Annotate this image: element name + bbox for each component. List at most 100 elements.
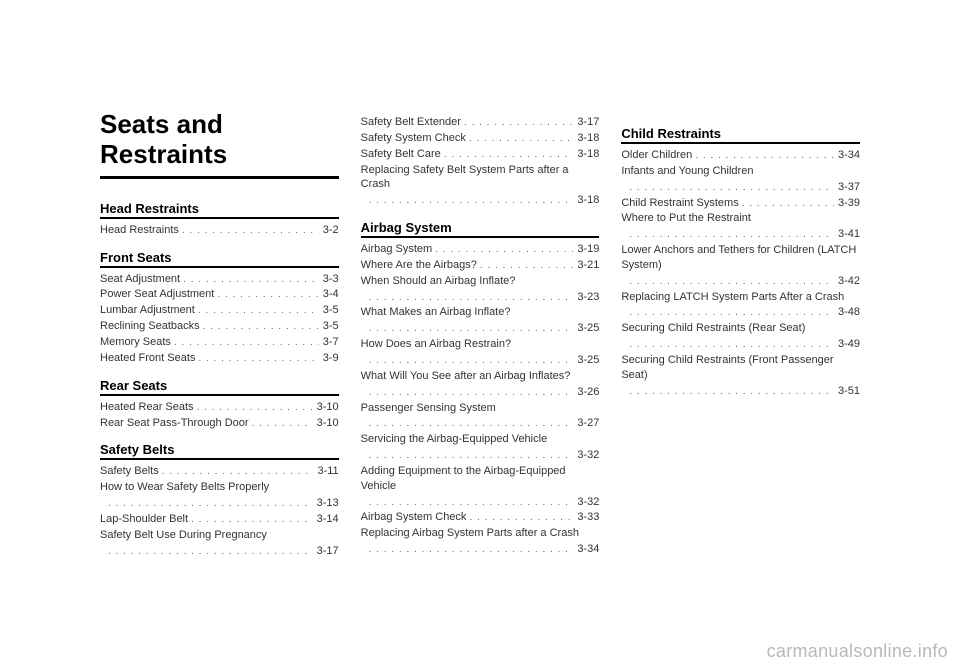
toc-entry-label: Lumbar Adjustment: [100, 303, 319, 318]
toc-entry: Older Children 3-34: [621, 148, 860, 163]
toc-leader-dots: [369, 385, 574, 400]
toc-leader-dots: [629, 227, 834, 242]
toc-entry-continuation: 3-25: [361, 321, 600, 336]
toc-entry-page: 3-48: [834, 305, 860, 320]
chapter-title: Seats and Restraints: [100, 110, 339, 179]
toc-entry-page: 3-18: [573, 147, 599, 162]
toc-entry: Reclining Seatbacks 3-5: [100, 319, 339, 334]
toc-leader-dots: [629, 305, 834, 320]
toc-entry-page: 3-18: [573, 131, 599, 146]
toc-entry-label: Power Seat Adjustment: [100, 287, 319, 302]
toc-entry: Airbag System Check 3-33: [361, 510, 600, 525]
toc-entry: Infants and Young Children: [621, 164, 860, 179]
toc-entry-label: Head Restraints: [100, 223, 319, 238]
toc-entry: Safety Belt Care 3-18: [361, 147, 600, 162]
toc-entry-label: Servicing the Airbag-Equipped Vehicle: [361, 432, 600, 447]
toc-entry-label: Older Children: [621, 148, 834, 163]
toc-entry: Safety Belts 3-11: [100, 464, 339, 479]
toc-entry: Securing Child Restraints (Rear Seat): [621, 321, 860, 336]
toc-entry: Safety Belt Use During Pregnancy: [100, 528, 339, 543]
toc-leader-dots: [369, 542, 574, 557]
toc-entry-label: How to Wear Safety Belts Properly: [100, 480, 339, 495]
section-heading: Airbag System: [361, 220, 600, 238]
toc-entry-continuation: 3-48: [621, 305, 860, 320]
toc-entry-label: Where to Put the Restraint: [621, 211, 860, 226]
toc-entry-page: 3-39: [834, 196, 860, 211]
toc-entry: Replacing Airbag System Parts after a Cr…: [361, 526, 600, 541]
toc-leader-dots: [629, 337, 834, 352]
toc-leader-dots: [369, 193, 574, 208]
toc-entry-page: 3-34: [834, 148, 860, 163]
toc-entry-label: Lower Anchors and Tethers for Children (…: [621, 243, 860, 273]
toc-entry-continuation: 3-23: [361, 290, 600, 305]
toc-entry-page: 3-27: [573, 416, 599, 431]
toc-entry-continuation: 3-27: [361, 416, 600, 431]
toc-entry: Heated Rear Seats 3-10: [100, 400, 339, 415]
toc-entry-label: Child Restraint Systems: [621, 196, 834, 211]
toc-entry-label: Lap-Shoulder Belt: [100, 512, 313, 527]
toc-entry: Replacing Safety Belt System Parts after…: [361, 163, 600, 193]
toc-column: Seats and Restraints Head RestraintsHead …: [100, 110, 339, 558]
toc-entry-label: Where Are the Airbags?: [361, 258, 574, 273]
toc-entry-label: Replacing Safety Belt System Parts after…: [361, 163, 600, 193]
toc-entry-page: 3-2: [319, 223, 339, 238]
toc-entry-label: Safety Belts: [100, 464, 313, 479]
toc-entry-page: 3-42: [834, 274, 860, 289]
toc-entry-page: 3-51: [834, 384, 860, 399]
toc-entry-page: 3-49: [834, 337, 860, 352]
toc-leader-dots: [108, 544, 313, 559]
toc-entry-continuation: 3-32: [361, 448, 600, 463]
toc-entry-label: Heated Rear Seats: [100, 400, 313, 415]
toc-leader-dots: [369, 448, 574, 463]
toc-entry: Where to Put the Restraint: [621, 211, 860, 226]
toc-entry-label: Replacing Airbag System Parts after a Cr…: [361, 526, 600, 541]
toc-entry-page: 3-10: [313, 416, 339, 431]
toc-entry-page: 3-5: [319, 303, 339, 318]
toc-entry-label: Adding Equipment to the Airbag-Equipped …: [361, 464, 600, 494]
section-heading: Rear Seats: [100, 378, 339, 396]
toc-entry-page: 3-4: [319, 287, 339, 302]
toc-entry-continuation: 3-26: [361, 385, 600, 400]
toc-entry: How Does an Airbag Restrain?: [361, 337, 600, 352]
toc-entry-page: 3-21: [573, 258, 599, 273]
toc-entry-page: 3-11: [313, 464, 338, 479]
toc-entry-page: 3-41: [834, 227, 860, 242]
toc-leader-dots: [629, 274, 834, 289]
toc-leader-dots: [629, 180, 834, 195]
toc-entry: Replacing LATCH System Parts After a Cra…: [621, 290, 860, 305]
toc-entry: Safety System Check 3-18: [361, 131, 600, 146]
toc-entry-label: When Should an Airbag Inflate?: [361, 274, 600, 289]
toc-entry: Head Restraints 3-2: [100, 223, 339, 238]
toc-entry-continuation: 3-18: [361, 193, 600, 208]
toc-entry-page: 3-18: [573, 193, 599, 208]
toc-entry-continuation: 3-37: [621, 180, 860, 195]
toc-leader-dots: [629, 384, 834, 399]
toc-entry-continuation: 3-51: [621, 384, 860, 399]
toc-entry-label: Safety Belt Extender: [361, 115, 574, 130]
toc-leader-dots: [108, 496, 313, 511]
toc-entry: When Should an Airbag Inflate?: [361, 274, 600, 289]
toc-entry: Airbag System 3-19: [361, 242, 600, 257]
toc-entry-label: Safety System Check: [361, 131, 574, 146]
toc-entry-page: 3-7: [319, 335, 339, 350]
toc-leader-dots: [369, 495, 574, 510]
toc-entry-label: Heated Front Seats: [100, 351, 319, 366]
toc-entry-label: Replacing LATCH System Parts After a Cra…: [621, 290, 860, 305]
toc-leader-dots: [369, 290, 574, 305]
section-heading: Safety Belts: [100, 442, 339, 460]
toc-entry-page: 3-13: [313, 496, 339, 511]
toc-entry-label: Memory Seats: [100, 335, 319, 350]
toc-entry-page: 3-5: [319, 319, 339, 334]
toc-entry: Servicing the Airbag-Equipped Vehicle: [361, 432, 600, 447]
toc-entry-page: 3-14: [313, 512, 339, 527]
toc-entry-page: 3-37: [834, 180, 860, 195]
toc-entry: Lumbar Adjustment 3-5: [100, 303, 339, 318]
manual-page-seats-restraints: Seats and Restraints Head RestraintsHead …: [0, 0, 960, 672]
toc-entry-page: 3-23: [573, 290, 599, 305]
toc-entry-label: Safety Belt Care: [361, 147, 574, 162]
toc-entry-page: 3-26: [573, 385, 599, 400]
watermark-text: carmanualsonline.info: [767, 641, 948, 662]
toc-entry-continuation: 3-25: [361, 353, 600, 368]
toc-entry-label: Infants and Young Children: [621, 164, 860, 179]
toc-entry-continuation: 3-49: [621, 337, 860, 352]
